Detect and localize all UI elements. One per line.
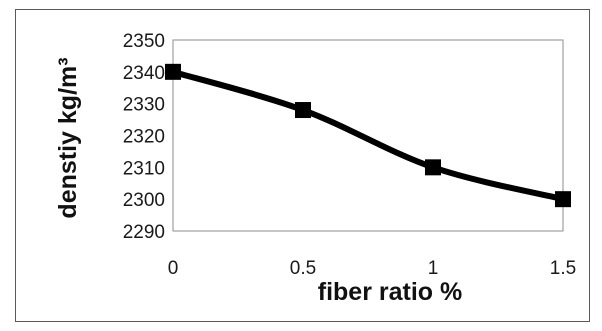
x-tick-label: 1.5	[550, 258, 576, 279]
data-point-marker	[165, 63, 181, 80]
data-point-marker	[425, 159, 441, 176]
data-point-marker	[295, 102, 311, 119]
data-point-marker	[555, 191, 571, 208]
series-layer	[165, 63, 571, 208]
y-axis-ticks: 2290 2300 2310 2320 2330 2340 2350	[123, 31, 165, 243]
y-tick-label: 2300	[123, 190, 165, 211]
series-line	[170, 68, 566, 203]
plot-area	[172, 39, 564, 232]
x-tick-label: 0	[168, 258, 179, 279]
y-tick-label: 2340	[123, 63, 165, 84]
y-tick-label: 2350	[123, 31, 165, 52]
plot-area-border	[172, 39, 564, 232]
y-tick-label: 2330	[123, 95, 165, 116]
x-tick-label: 0.5	[290, 258, 316, 279]
y-tick-label: 2310	[123, 158, 165, 179]
x-axis-title: fiber ratio %	[318, 278, 462, 306]
y-tick-label: 2290	[123, 222, 165, 243]
chart-frame	[15, 9, 590, 322]
x-axis-ticks: 0 0.5 1 1.5	[168, 258, 577, 279]
y-tick-label: 2320	[123, 127, 165, 148]
y-axis-title: denstiy kg/m³	[54, 57, 82, 218]
x-tick-label: 1	[428, 258, 439, 279]
